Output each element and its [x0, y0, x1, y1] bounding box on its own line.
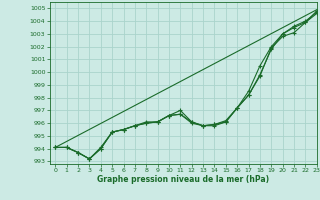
X-axis label: Graphe pression niveau de la mer (hPa): Graphe pression niveau de la mer (hPa) [97, 175, 269, 184]
